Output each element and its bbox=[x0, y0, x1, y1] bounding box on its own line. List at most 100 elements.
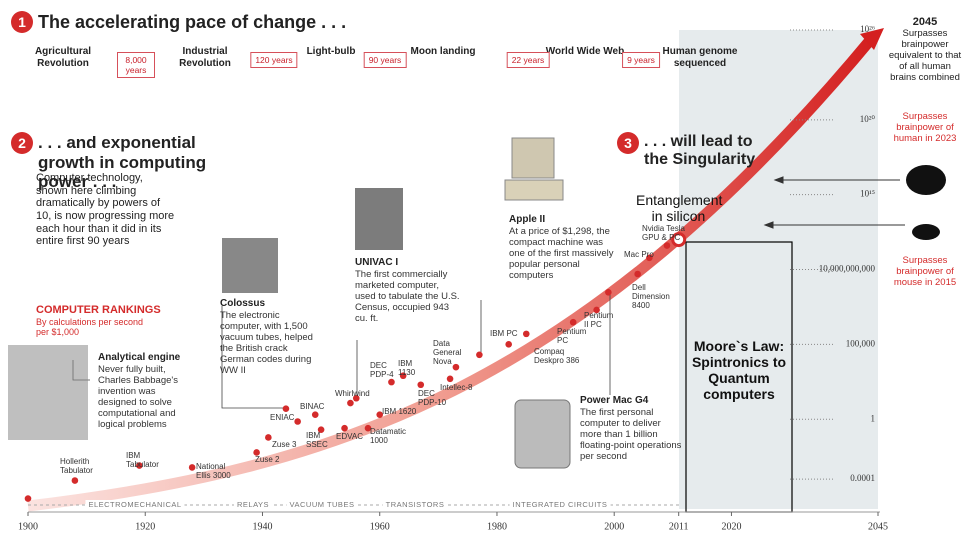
point-label: Pentium II PC bbox=[584, 311, 614, 329]
colossus-photo bbox=[222, 238, 278, 293]
point-label: Intellec-8 bbox=[440, 383, 473, 392]
data-point bbox=[634, 270, 641, 278]
photos bbox=[8, 137, 946, 469]
callout-title: Apple II bbox=[509, 214, 546, 225]
y-tick-label: 0.0001 bbox=[850, 473, 875, 483]
data-point bbox=[341, 424, 348, 432]
point-label: IBM Tabulator bbox=[126, 451, 159, 469]
rankings-note: By calculations per second per $1,000 bbox=[36, 317, 144, 338]
rankings-title: COMPUTER RANKINGS bbox=[36, 304, 161, 316]
arrowhead bbox=[773, 176, 784, 184]
power-mac-photo bbox=[514, 399, 571, 469]
data-point bbox=[646, 254, 653, 262]
era-label: RELAYS bbox=[233, 500, 273, 509]
data-point bbox=[605, 288, 612, 296]
data-point bbox=[188, 464, 196, 471]
callout-text: The electronic computer, with 1,500 vacu… bbox=[220, 310, 313, 376]
callout-title: UNIVAC I bbox=[355, 257, 399, 268]
point-label: Zuse 2 bbox=[255, 455, 280, 464]
data-point bbox=[446, 375, 454, 383]
data-point bbox=[24, 495, 32, 502]
x-tick-label: 1960 bbox=[370, 521, 390, 532]
y-tick-label: 10,000,000,000 bbox=[819, 264, 876, 274]
x-tick-label: 2000 bbox=[604, 521, 624, 532]
data-point bbox=[282, 405, 290, 413]
timeline-interval: 22 years bbox=[506, 52, 550, 68]
overlay-text: Moore`s Law: Spintronics to Quantum comp… bbox=[691, 338, 787, 403]
point-label: National Ellis 3000 bbox=[196, 462, 231, 480]
callout-text: At a price of $1,298, the compact machin… bbox=[509, 226, 614, 281]
milestone-text: Surpasses brainpower equivalent to that … bbox=[888, 28, 962, 83]
subtitle: . . . and exponential growth in computin… bbox=[38, 133, 207, 192]
point-label: BINAC bbox=[300, 402, 325, 411]
x-tick-label: 1900 bbox=[18, 521, 38, 532]
point-label: Data General Nova bbox=[433, 339, 462, 366]
data-point bbox=[376, 411, 384, 418]
point-label: Mac Pro bbox=[624, 250, 654, 259]
timeline-interval: 120 years bbox=[250, 52, 298, 68]
data-point bbox=[136, 462, 143, 469]
data-point bbox=[253, 449, 260, 456]
era-label: ELECTROMECHANICAL bbox=[85, 500, 185, 509]
data-point bbox=[522, 330, 530, 338]
point-label: DEC PDP-4 bbox=[370, 361, 394, 379]
callout-title: Entanglement in silicon bbox=[636, 192, 723, 225]
data-point bbox=[399, 372, 407, 380]
data-point bbox=[452, 363, 460, 371]
future-region bbox=[679, 30, 878, 509]
point-label: Datamatic 1000 bbox=[370, 427, 407, 445]
point-label: IBM PC bbox=[490, 329, 518, 338]
x-tick-label: 2020 bbox=[721, 521, 741, 532]
x-tick-label: 1940 bbox=[252, 521, 272, 532]
era-label: VACUUM TUBES bbox=[286, 500, 358, 509]
data-point bbox=[388, 378, 395, 386]
era-label: TRANSISTORS bbox=[382, 500, 448, 509]
x-tick-label: 1980 bbox=[487, 521, 507, 532]
data-point bbox=[671, 232, 687, 248]
x-tick-label: 2011 bbox=[669, 521, 689, 532]
point-label: ENIAC bbox=[270, 413, 295, 422]
callout-title: Power Mac G4 bbox=[580, 395, 649, 406]
callout-text: Never fully built, Charles Babbage's inv… bbox=[98, 364, 178, 430]
data-point bbox=[294, 418, 301, 425]
trend-curve bbox=[27, 34, 877, 512]
data-point bbox=[311, 411, 319, 418]
conclusion: . . . will lead to the Singularity bbox=[644, 133, 756, 169]
x-tick-label: 2045 bbox=[868, 521, 888, 532]
point-label: Dell Dimension 8400 bbox=[632, 283, 670, 310]
data-point bbox=[352, 394, 360, 402]
timeline-event: Light-bulb bbox=[306, 46, 356, 57]
point-label: IBM SSEC bbox=[306, 431, 328, 449]
section-number: 1 bbox=[11, 11, 33, 33]
timeline-event: World Wide Web bbox=[545, 46, 625, 57]
analytical-engine-photo bbox=[8, 345, 88, 440]
y-tick-label: 10¹⁵ bbox=[860, 189, 875, 199]
data-point bbox=[364, 424, 372, 432]
x-tick-label: 1920 bbox=[135, 521, 155, 532]
callout-text: The first personal computer to deliver m… bbox=[580, 407, 682, 462]
point-label: Compaq Deskpro 386 bbox=[534, 347, 580, 365]
leader-line bbox=[221, 306, 284, 409]
point-label: DEC PDP-10 bbox=[418, 389, 447, 407]
apple-ii-keyboard bbox=[504, 179, 564, 201]
section-number: 2 bbox=[11, 132, 33, 154]
callout-text: The first commercially marketed computer… bbox=[355, 269, 460, 324]
point-label: Nvidia Tesla GPU & PC bbox=[642, 224, 685, 242]
brain-icon bbox=[906, 165, 946, 195]
apple-ii-monitor bbox=[511, 137, 555, 179]
callout-title: Colossus bbox=[220, 298, 266, 309]
data-point bbox=[569, 318, 577, 326]
data-point bbox=[593, 306, 600, 314]
timeline-interval: 9 years bbox=[622, 52, 660, 68]
point-label: Zuse 3 bbox=[272, 440, 297, 449]
milestone-title: 2045 bbox=[912, 16, 938, 28]
data-point bbox=[71, 477, 79, 484]
era-label: INTEGRATED CIRCUITS bbox=[509, 500, 611, 509]
callout-title: Analytical engine bbox=[98, 352, 181, 363]
point-label: IBM 1620 bbox=[382, 407, 417, 416]
data-point bbox=[505, 341, 512, 348]
univac-photo bbox=[355, 188, 403, 250]
arrowhead bbox=[763, 221, 774, 229]
